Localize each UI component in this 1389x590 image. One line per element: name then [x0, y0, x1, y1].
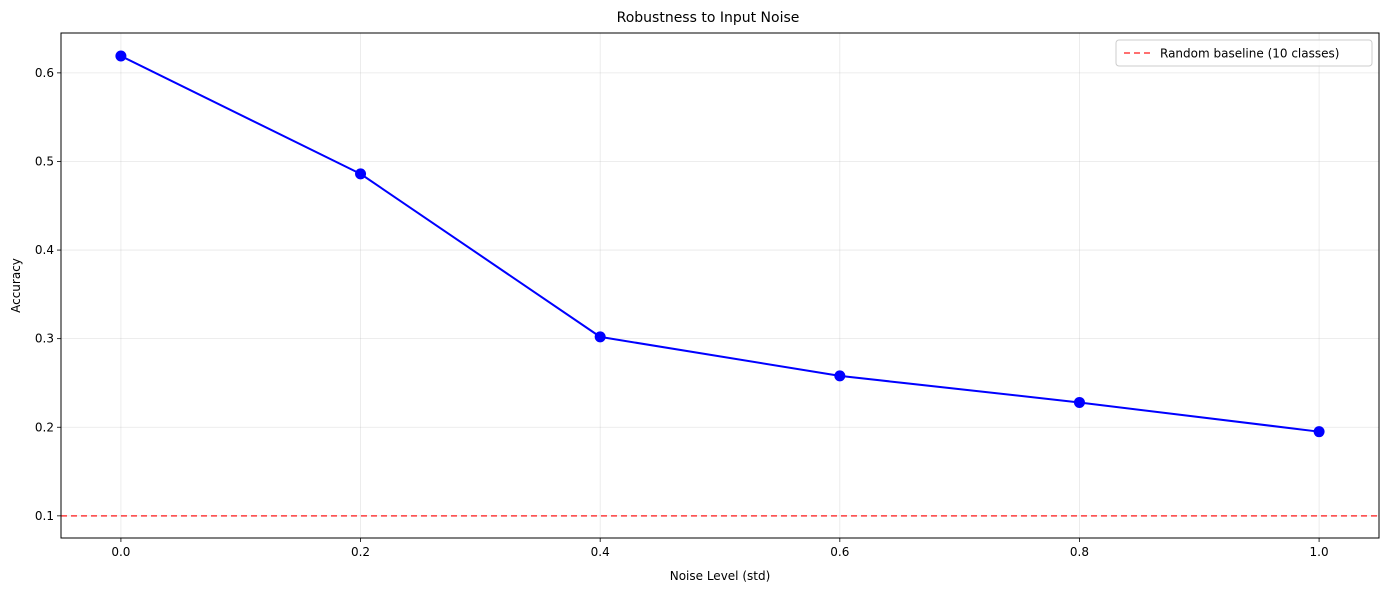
- x-tick-label: 0.6: [830, 545, 849, 559]
- x-tick-label: 0.4: [591, 545, 610, 559]
- data-point: [355, 168, 367, 180]
- y-tick-label: 0.4: [35, 243, 54, 257]
- x-tick-label: 1.0: [1310, 545, 1329, 559]
- grid-lines: [61, 33, 1379, 538]
- y-axis-ticks: 0.1 0.2 0.3 0.4 0.5 0.6: [35, 66, 61, 523]
- x-tick-label: 0.2: [351, 545, 370, 559]
- legend-label: Random baseline (10 classes): [1160, 47, 1339, 61]
- x-axis-label: Noise Level (std): [670, 569, 771, 583]
- data-point: [115, 50, 127, 62]
- y-tick-label: 0.2: [35, 420, 54, 434]
- x-axis-ticks: 0.0 0.2 0.4 0.6 0.8 1.0: [111, 538, 1329, 559]
- data-point: [594, 331, 606, 343]
- y-axis-label: Accuracy: [9, 258, 23, 313]
- x-tick-label: 0.8: [1070, 545, 1089, 559]
- y-tick-label: 0.3: [35, 332, 54, 346]
- series-line: [120, 55, 1320, 433]
- y-tick-label: 0.1: [35, 509, 54, 523]
- data-point: [834, 370, 846, 382]
- data-point: [1073, 396, 1085, 408]
- x-tick-label: 0.0: [111, 545, 130, 559]
- plot-frame: [60, 32, 1380, 539]
- data-series: [115, 50, 1325, 438]
- data-point: [1313, 426, 1325, 438]
- legend-box: [1115, 39, 1373, 67]
- y-tick-label: 0.6: [35, 66, 54, 80]
- legend: Random baseline (10 classes): [1115, 39, 1373, 67]
- y-tick-label: 0.5: [35, 154, 54, 168]
- chart-title: Robustness to Input Noise: [617, 10, 800, 26]
